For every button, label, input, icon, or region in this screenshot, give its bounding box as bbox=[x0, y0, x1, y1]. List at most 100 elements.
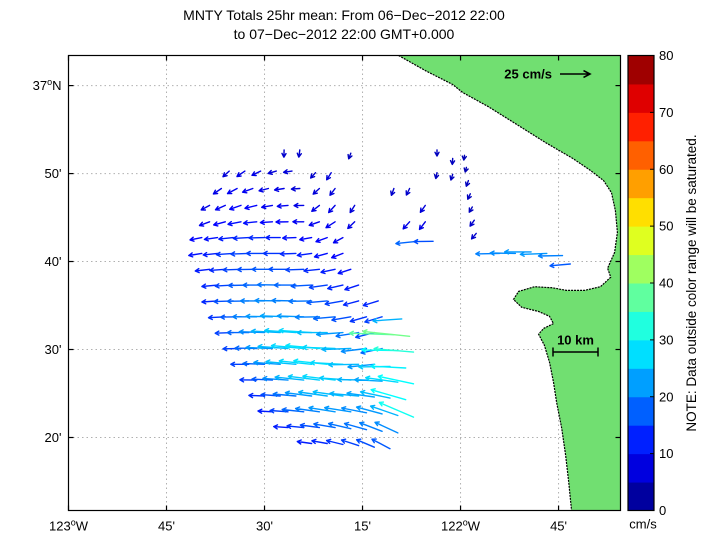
vector-arrow bbox=[364, 316, 383, 324]
y-tick-label: 50' bbox=[45, 166, 62, 181]
vector-arrow bbox=[449, 157, 456, 166]
colorbar-band bbox=[628, 425, 654, 455]
vector-arrow bbox=[202, 251, 219, 258]
vector-arrow bbox=[326, 172, 332, 181]
vector-arrow bbox=[311, 204, 321, 212]
vector-arrow bbox=[296, 329, 328, 336]
colorbar-band bbox=[628, 254, 654, 284]
vector-arrow bbox=[273, 186, 285, 193]
vector-arrow bbox=[242, 361, 266, 367]
vector-arrow bbox=[315, 331, 344, 337]
vector-arrow bbox=[298, 389, 328, 397]
colorbar-band bbox=[628, 283, 654, 312]
vector-arrow bbox=[284, 390, 313, 397]
vector-arrow bbox=[303, 267, 321, 274]
vector-arrow bbox=[549, 262, 571, 269]
vector-arrow bbox=[245, 344, 274, 351]
vector-arrow bbox=[222, 170, 230, 178]
y-tick-label: 40' bbox=[45, 254, 62, 269]
vector-arrow bbox=[262, 250, 281, 257]
vector-arrow bbox=[296, 252, 313, 258]
distance-scale-bar bbox=[552, 347, 599, 357]
vector-arrow bbox=[229, 204, 242, 211]
vector-arrow bbox=[308, 221, 321, 227]
vector-arrow bbox=[362, 300, 379, 308]
vector-arrow bbox=[433, 172, 440, 180]
vector-arrow bbox=[262, 375, 289, 382]
vector-arrow bbox=[281, 149, 287, 158]
vector-arrow bbox=[273, 424, 289, 430]
vector-arrow bbox=[355, 438, 375, 448]
vector-arrow bbox=[293, 202, 305, 209]
vector-arrow bbox=[461, 154, 467, 161]
vector-arrow bbox=[419, 204, 426, 213]
vector-arrow bbox=[274, 374, 305, 381]
colorbar-band bbox=[628, 140, 654, 170]
vector-arrow bbox=[337, 268, 352, 275]
x-tick-label: 15' bbox=[354, 519, 371, 534]
vector-arrow bbox=[377, 374, 415, 385]
vector-arrow bbox=[413, 238, 434, 245]
vector-arrow bbox=[465, 179, 471, 187]
vector-arrow bbox=[248, 235, 266, 241]
vector-arrow bbox=[328, 204, 336, 214]
x-tick-label: 45' bbox=[550, 519, 567, 534]
vector-arrow bbox=[257, 408, 274, 414]
vector-arrow bbox=[327, 421, 352, 430]
vector-arrow bbox=[489, 250, 517, 256]
vector-arrow bbox=[265, 234, 281, 241]
vector-arrow bbox=[251, 376, 274, 382]
vector-arrow bbox=[359, 421, 383, 432]
vector-arrow bbox=[355, 405, 383, 415]
vector-arrow bbox=[218, 236, 234, 242]
vector-arrow bbox=[212, 187, 223, 195]
x-tick-label: 45' bbox=[158, 519, 175, 534]
vector-arrow bbox=[468, 206, 474, 213]
colorbar-tick-label: 0 bbox=[659, 503, 666, 518]
vector-arrow bbox=[200, 204, 211, 211]
vector-arrow bbox=[320, 268, 336, 275]
colorbar-band bbox=[628, 311, 654, 341]
vector-arrow bbox=[463, 166, 469, 173]
vector-arrow bbox=[365, 375, 399, 383]
vector-arrow bbox=[343, 421, 368, 431]
vector-arrow bbox=[311, 438, 328, 445]
vector-arrow bbox=[359, 389, 391, 399]
colorbar-unit-label: cm/s bbox=[629, 517, 657, 532]
vector-arrow bbox=[299, 422, 321, 429]
colorbar-band bbox=[628, 55, 654, 85]
colorbar-tick-label: 30 bbox=[659, 332, 673, 347]
vector-arrow bbox=[236, 170, 246, 178]
vector-arrow bbox=[241, 187, 254, 194]
vector-arrow bbox=[324, 300, 344, 307]
vector-arrow bbox=[310, 172, 317, 179]
vector-arrow bbox=[279, 251, 297, 257]
vector-arrow bbox=[405, 187, 411, 196]
vector-arrow bbox=[312, 389, 344, 397]
vector-arrow bbox=[189, 236, 203, 242]
vector-arrow bbox=[371, 438, 391, 450]
colorbar-band bbox=[628, 368, 654, 398]
vector-arrow bbox=[347, 221, 356, 230]
vector-arrow bbox=[299, 236, 313, 242]
vector-arrow bbox=[214, 204, 226, 211]
colorbar-tick-label: 50 bbox=[659, 219, 673, 234]
map-area bbox=[68, 55, 621, 511]
vector-arrow bbox=[325, 221, 336, 229]
vector-arrow bbox=[261, 204, 274, 210]
vector-arrow bbox=[378, 401, 415, 418]
colorbar-note: NOTE: Data outside color range will be s… bbox=[684, 134, 699, 431]
vector-arrow bbox=[275, 219, 289, 225]
vector-arrow bbox=[296, 439, 313, 445]
colorbar-band bbox=[628, 197, 654, 227]
vector-arrow bbox=[268, 266, 289, 272]
colorbar-band bbox=[628, 226, 654, 256]
vector-arrow bbox=[290, 283, 313, 289]
vector-arrow bbox=[325, 438, 344, 446]
y-tick-label: 30' bbox=[45, 342, 62, 357]
vector-arrow bbox=[332, 236, 344, 244]
y-tick-label: 37oN bbox=[33, 77, 62, 93]
colorbar-tick-label: 10 bbox=[659, 446, 673, 461]
